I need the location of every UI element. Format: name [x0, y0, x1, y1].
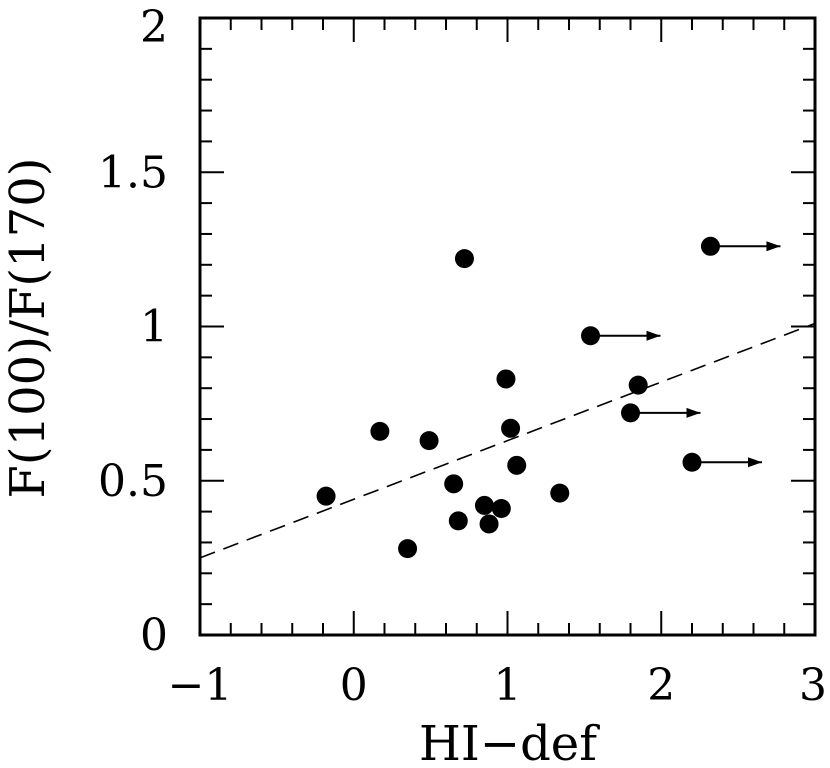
minor-ticks — [200, 18, 815, 635]
x-tick-labels: −1 0 1 2 3 — [168, 660, 827, 711]
y-tick-labels: 0 0.5 1 1.5 2 — [98, 2, 168, 661]
limit-arrow-head — [646, 330, 661, 341]
fit-line-layer — [199, 322, 816, 559]
data-point — [496, 369, 516, 389]
y-tick-label: 2 — [140, 2, 168, 53]
y-tick-label: 1.5 — [98, 147, 168, 198]
data-point — [550, 483, 570, 503]
x-tick-label: 1 — [494, 660, 522, 711]
data-point — [419, 431, 439, 451]
data-point — [682, 452, 702, 472]
data-point — [479, 514, 499, 534]
data-point — [474, 495, 494, 515]
data-point — [448, 511, 468, 531]
y-axis-title: F(100)/F(170) — [0, 158, 56, 499]
data-point — [454, 249, 474, 269]
y-tick-label: 0 — [140, 610, 168, 661]
x-tick-label: 3 — [799, 660, 827, 711]
x-tick-label: −1 — [168, 660, 233, 711]
data-points — [316, 236, 720, 559]
plot-frame — [198, 16, 817, 637]
limit-arrow-head — [748, 457, 762, 468]
y-tick-label: 0.5 — [98, 456, 168, 507]
limit-arrow-head — [686, 407, 701, 418]
fit-line — [199, 322, 816, 559]
data-point — [507, 455, 527, 475]
data-point — [316, 486, 336, 506]
data-point — [491, 499, 511, 519]
major-ticks — [199, 17, 816, 636]
y-tick-label: 1 — [140, 302, 168, 353]
data-point — [501, 418, 521, 438]
x-axis-title: HI−def — [419, 716, 600, 768]
x-tick-label: 0 — [340, 660, 368, 711]
limit-arrow-head — [766, 241, 781, 252]
x-tick-label: 2 — [647, 660, 675, 711]
data-point — [444, 474, 464, 494]
data-point — [700, 236, 720, 256]
data-point — [628, 375, 648, 395]
data-point — [621, 403, 640, 423]
data-point — [370, 421, 390, 441]
limit-arrows — [590, 241, 781, 468]
data-point — [581, 326, 601, 346]
data-point — [398, 539, 418, 559]
